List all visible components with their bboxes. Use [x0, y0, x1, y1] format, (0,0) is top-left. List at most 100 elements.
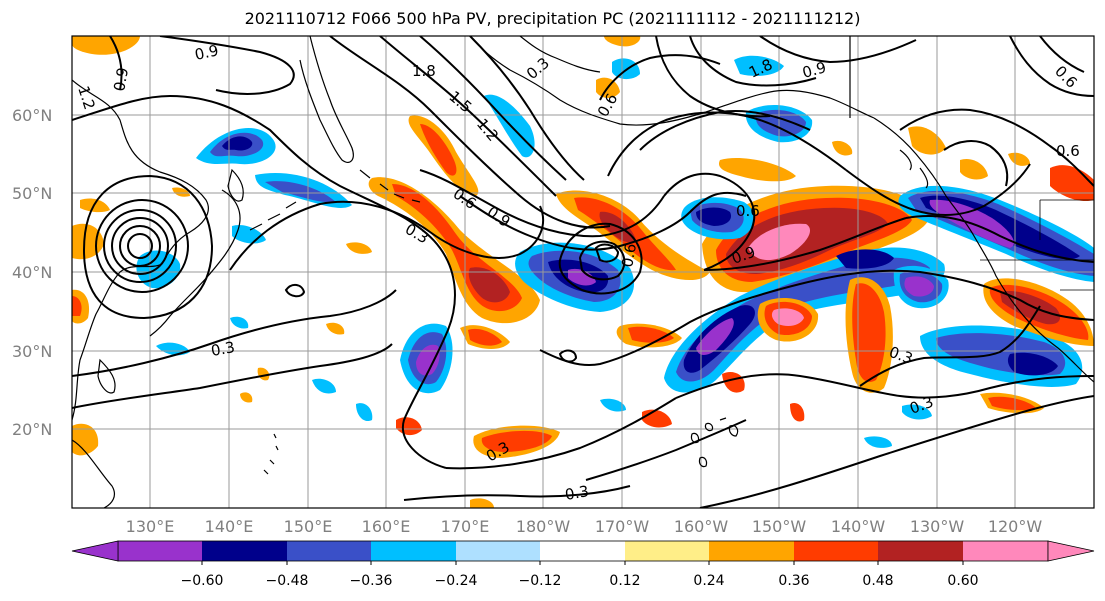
precip-blob	[612, 58, 640, 80]
colorbar-tick-label: −0.36	[350, 573, 393, 589]
precip-blob	[136, 250, 181, 289]
colorbar-swatch	[794, 541, 878, 561]
contour-label: 0.6	[618, 242, 640, 269]
precip-blob	[771, 308, 804, 326]
precip-blob	[600, 398, 626, 412]
colorbar-tick-label: −0.24	[435, 573, 478, 589]
precip-blob	[902, 404, 932, 420]
coastline-islands	[899, 149, 929, 189]
colorbar-tick-label: 0.36	[778, 573, 809, 589]
longitude-labels: 130°E 140°E 150°E 160°E 170°E 180°W 170°…	[126, 517, 1043, 536]
coastline-kamchatka	[299, 36, 354, 163]
precip-blob	[72, 296, 82, 316]
precip-blob	[468, 267, 510, 303]
precip-blob	[420, 124, 457, 176]
lon-label: 150°W	[752, 517, 807, 536]
precip-blob	[222, 136, 253, 151]
precip-blob	[1007, 352, 1058, 376]
precip-blob	[988, 396, 1036, 411]
lon-label: 160°W	[674, 517, 729, 536]
colorbar-swatch	[878, 541, 963, 561]
lon-label: 170°E	[441, 517, 490, 536]
colorbar-tick-labels: −0.60 −0.48 −0.36 −0.24 −0.12 0.12 0.24 …	[181, 573, 979, 589]
colorbar-swatch	[118, 541, 202, 561]
contour-label: 0.3	[210, 338, 237, 360]
map-frame	[71, 35, 1095, 509]
precip-blob	[72, 423, 99, 456]
latitude-labels: 60°N 50°N 40°N 30°N 20°N	[12, 106, 52, 439]
precip-blob	[468, 328, 502, 346]
coastline-alaska	[519, 36, 601, 73]
precip-blob	[326, 322, 345, 335]
precip-blob	[904, 276, 934, 297]
lat-label: 40°N	[12, 263, 52, 282]
precip-blob	[240, 392, 253, 403]
precip-blob	[734, 55, 784, 76]
colorbar-swatch	[540, 541, 625, 561]
coastline-kurils	[249, 201, 297, 231]
coastline-japan	[97, 358, 116, 394]
colorbar-swatch	[709, 541, 794, 561]
border-line	[1039, 199, 1094, 240]
colorbar-tick-label: 0.12	[609, 573, 640, 589]
colorbar-swatch	[287, 541, 371, 561]
colorbar-tick-label: −0.12	[519, 573, 562, 589]
lat-label: 30°N	[12, 342, 52, 361]
lat-label: 20°N	[12, 420, 52, 439]
lon-label: 160°E	[362, 517, 411, 536]
precip-blob	[864, 436, 892, 448]
precip-blob	[72, 36, 140, 55]
lon-label: 140°E	[205, 517, 254, 536]
precip-blob	[1008, 152, 1030, 166]
colorbar-swatch	[456, 541, 540, 561]
map-title: 2021110712 F066 500 hPa PV, precipitatio…	[244, 9, 861, 28]
precip-blob	[836, 249, 894, 269]
colorbar-swatch	[625, 541, 709, 561]
colorbar-ticks	[201, 561, 964, 565]
lon-label: 130°E	[126, 517, 175, 536]
precip-blob	[230, 316, 249, 329]
contour-label: 0.3	[564, 482, 591, 504]
contour-label: 0.9	[193, 41, 220, 64]
precip-blob	[832, 140, 853, 156]
coastline-japan	[227, 168, 244, 202]
lon-label: 150°E	[284, 517, 333, 536]
precip-blob	[346, 242, 372, 254]
colorbar-swatches	[117, 540, 1049, 562]
map-plot-area: 0.9 0.9 1.2 1.8 1.5 1.2 0.6 0.9 0.3 0.6 …	[72, 36, 1094, 508]
colorbar-tick-label: 0.48	[862, 573, 893, 589]
precip-blob	[718, 157, 796, 182]
lon-label: 120°W	[988, 517, 1043, 536]
coastline-aleutians	[359, 169, 421, 203]
contour-label: 0.9	[800, 58, 828, 82]
precip-blob	[960, 158, 988, 180]
coastline-islands	[263, 433, 279, 475]
colorbar-tick-label: −0.48	[266, 573, 309, 589]
colorbar-tick-label: 0.60	[947, 573, 978, 589]
contour-label: 0.6	[736, 202, 760, 220]
lon-label: 140°W	[831, 517, 886, 536]
lon-label: 130°W	[910, 517, 965, 536]
precip-blob	[356, 403, 373, 422]
contour-label: 1.8	[412, 62, 436, 80]
colorbar-swatch	[963, 541, 1048, 561]
colorbar: −0.60 −0.48 −0.36 −0.24 −0.12 0.12 0.24 …	[71, 540, 1095, 589]
precip-blob	[696, 207, 732, 226]
pv-contours	[72, 36, 1094, 508]
contour-label: 0.9	[110, 66, 132, 93]
contour-label: 0.6	[1056, 142, 1080, 160]
colorbar-tick-label: −0.60	[181, 573, 224, 589]
precip-blob	[416, 344, 440, 376]
lat-label: 60°N	[12, 106, 52, 125]
lon-label: 170°W	[595, 517, 650, 536]
colorbar-swatch	[371, 541, 456, 561]
precip-blob	[265, 181, 336, 203]
precip-blob	[312, 378, 336, 394]
precip-blob	[696, 318, 734, 355]
precip-blob	[172, 187, 190, 197]
coastline-nwamerica	[873, 117, 1094, 383]
colorbar-tick-label: 0.24	[693, 573, 724, 589]
coastline-alaska	[469, 36, 875, 126]
coastline-hawaii	[690, 417, 739, 468]
